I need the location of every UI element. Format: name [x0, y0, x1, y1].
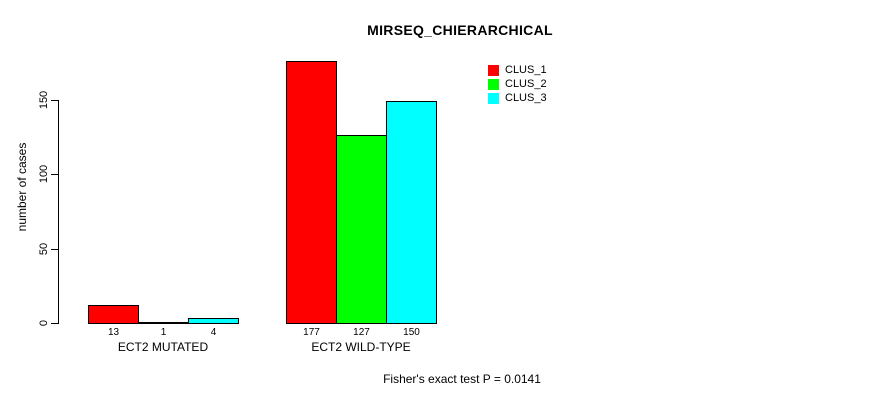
y-axis-line	[58, 100, 59, 324]
bar-value-label: 4	[210, 327, 217, 338]
legend-label: CLUS_3	[505, 92, 547, 104]
bar-clus_3-2	[386, 101, 437, 324]
y-tick	[51, 323, 58, 324]
legend: CLUS_1 CLUS_2 CLUS_3	[488, 63, 547, 105]
y-tick	[51, 248, 58, 250]
legend-item: CLUS_3	[488, 91, 547, 105]
bar-value-label: 150	[403, 327, 420, 338]
bar-clus_1-1	[88, 305, 139, 324]
legend-swatch	[488, 64, 499, 76]
bar-clus_2-2	[336, 135, 387, 324]
y-tick-label: 150	[38, 90, 50, 110]
annotation-fisher-test: Fisher's exact test P = 0.0141	[383, 372, 541, 386]
y-tick-label: 100	[38, 165, 50, 184]
bar-clus_1-2	[286, 61, 337, 324]
x-group-label-2: ECT2 WILD-TYPE	[311, 340, 411, 354]
legend-label: CLUS_1	[505, 64, 547, 76]
y-tick	[51, 174, 58, 176]
bar-value-label: 13	[107, 327, 120, 338]
legend-swatch	[488, 78, 499, 90]
legend-swatch	[488, 92, 499, 104]
y-tick-label: 50	[38, 242, 50, 255]
chart-title: MIRSEQ_CHIERARCHICAL	[367, 22, 553, 38]
x-group-label-1: ECT2 MUTATED	[117, 340, 209, 354]
y-axis-label: number of cases	[15, 142, 29, 232]
bar-value-label: 127	[353, 327, 370, 338]
bar-clus_2-1	[138, 322, 189, 324]
y-tick-label: 0	[38, 319, 50, 327]
y-tick	[51, 100, 58, 101]
bar-value-label: 177	[303, 327, 320, 338]
bar-clus_3-1	[188, 318, 239, 324]
bar-value-label: 1	[160, 327, 167, 338]
legend-label: CLUS_2	[505, 78, 547, 90]
legend-item: CLUS_2	[488, 77, 547, 91]
legend-item: CLUS_1	[488, 63, 547, 77]
